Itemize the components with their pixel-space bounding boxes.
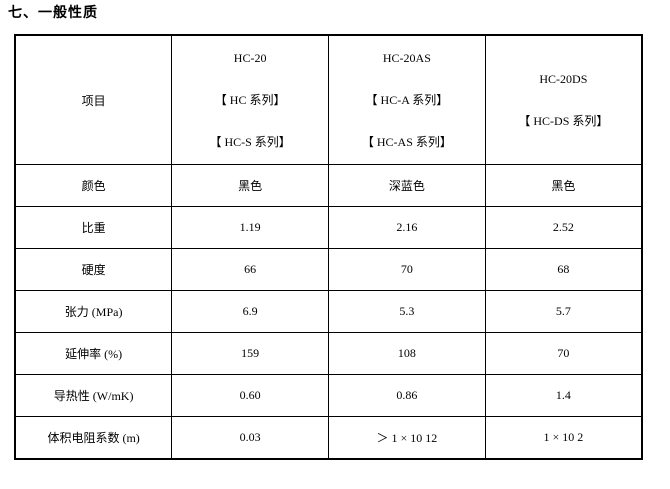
cell-value: ＞ 1 × 10 12 — [328, 416, 486, 460]
cell-value: 6.9 — [171, 290, 329, 333]
cell-value: 黑色 — [171, 164, 329, 207]
table-row-thermal-conductivity: 导热性 (W/mK) 0.60 0.86 1.4 — [14, 374, 643, 417]
cell-value: 5.3 — [328, 290, 486, 333]
table-row-hardness: 硬度 66 70 68 — [14, 248, 643, 291]
row-label: 延伸率 (%) — [14, 332, 173, 375]
cell-value: 70 — [328, 248, 486, 291]
row-label: 比重 — [14, 206, 173, 249]
header-line: HC-20AS — [382, 51, 431, 65]
properties-table: 项目 HC-20 【 HC 系列】 【 HC-S 系列】 HC-20AS 【 H… — [14, 34, 643, 460]
header-line: HC-20 — [233, 51, 267, 65]
cell-value: 108 — [328, 332, 486, 375]
cell-value: 1.19 — [171, 206, 329, 249]
cell-value: 2.52 — [484, 206, 643, 249]
cell-value: 0.03 — [171, 416, 329, 460]
cell-value: 0.86 — [328, 374, 486, 417]
header-line: 【 HC 系列】 — [214, 93, 286, 107]
row-label: 硬度 — [14, 248, 173, 291]
table-header-row: 项目 HC-20 【 HC 系列】 【 HC-S 系列】 HC-20AS 【 H… — [14, 34, 643, 165]
cell-value: 0.60 — [171, 374, 329, 417]
header-line: HC-20DS — [539, 72, 588, 86]
header-line: 【 HC-S 系列】 — [209, 135, 291, 149]
cell-value: 68 — [484, 248, 643, 291]
document-page: 七、一般性质 项目 HC-20 【 HC 系列】 【 HC-S 系列】 HC-2… — [0, 5, 670, 460]
header-cell-item: 项目 — [14, 34, 173, 165]
header-cell-hc20: HC-20 【 HC 系列】 【 HC-S 系列】 — [171, 34, 329, 165]
row-label: 颜色 — [14, 164, 173, 207]
table-row-color: 颜色 黑色 深蓝色 黑色 — [14, 164, 643, 207]
table-row-elongation: 延伸率 (%) 159 108 70 — [14, 332, 643, 375]
cell-value: 70 — [484, 332, 643, 375]
cell-value: 1.4 — [484, 374, 643, 417]
table-row-specific-gravity: 比重 1.19 2.16 2.52 — [14, 206, 643, 249]
header-line: 【 HC-A 系列】 — [365, 93, 449, 107]
cell-value: 5.7 — [484, 290, 643, 333]
row-label: 体积电阻系数 (m) — [14, 416, 173, 460]
cell-value: 黑色 — [484, 164, 643, 207]
header-cell-hc20ds: HC-20DS 【 HC-DS 系列】 — [484, 34, 643, 165]
page-title: 七、一般性质 — [8, 5, 98, 21]
header-line: 【 HC-DS 系列】 — [518, 114, 609, 128]
cell-value: 159 — [171, 332, 329, 375]
cell-value: 1 × 10 2 — [484, 416, 643, 460]
table-row-tension: 张力 (MPa) 6.9 5.3 5.7 — [14, 290, 643, 333]
row-label: 导热性 (W/mK) — [14, 374, 173, 417]
table-row-volume-resistivity: 体积电阻系数 (m) 0.03 ＞ 1 × 10 12 1 × 10 2 — [14, 416, 643, 460]
header-line: 【 HC-AS 系列】 — [361, 135, 452, 149]
cell-value: 66 — [171, 248, 329, 291]
row-label: 张力 (MPa) — [14, 290, 173, 333]
cell-value: 2.16 — [328, 206, 486, 249]
header-item-label: 项目 — [81, 93, 106, 108]
cell-value: 深蓝色 — [328, 164, 486, 207]
header-cell-hc20as: HC-20AS 【 HC-A 系列】 【 HC-AS 系列】 — [328, 34, 486, 165]
